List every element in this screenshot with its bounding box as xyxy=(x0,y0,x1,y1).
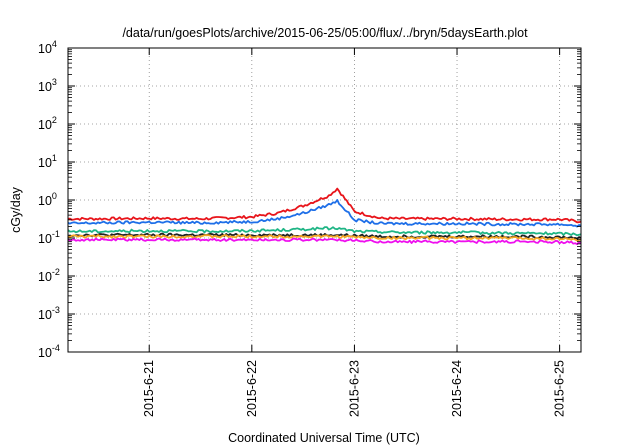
x-tick-labels: 2015-6-21 2015-6-22 2015-6-23 2015-6-24 2015… xyxy=(142,360,566,417)
series-line xyxy=(67,237,582,246)
grid xyxy=(68,48,581,352)
y-tick-exponent: -3 xyxy=(52,305,60,315)
y-tick-base: 10 xyxy=(38,156,52,170)
y-tick-base: 10 xyxy=(38,308,52,322)
x-tick-label: 2015-6-22 xyxy=(245,360,259,417)
y-tick-base: 10 xyxy=(38,42,52,56)
series-line xyxy=(67,232,582,240)
x-tick-label: 2015-6-25 xyxy=(553,360,567,417)
y-tick-exponent: 2 xyxy=(52,115,57,125)
y-tick-exponent: 1 xyxy=(52,153,57,163)
series-line xyxy=(67,226,582,237)
y-tick-exponent: -4 xyxy=(52,343,60,353)
y-tick-label: 102 xyxy=(38,115,57,132)
y-tick-label: 104 xyxy=(38,39,57,56)
y-tick-base: 10 xyxy=(38,270,52,284)
y-tick-base: 10 xyxy=(38,194,52,208)
y-tick-exponent: 4 xyxy=(52,39,57,49)
series-line xyxy=(67,199,582,228)
y-tick-label: 10-2 xyxy=(38,267,60,284)
y-tick-base: 10 xyxy=(38,232,52,246)
y-tick-exponent: -1 xyxy=(52,229,60,239)
x-tick-label: 2015-6-21 xyxy=(142,360,156,417)
series-group xyxy=(67,187,582,246)
series-line xyxy=(67,234,582,242)
y-tick-label: 10-1 xyxy=(38,229,60,246)
y-axis-label: cGy/day xyxy=(9,186,23,233)
y-tick-label: 103 xyxy=(38,77,57,94)
chart-title: /data/run/goesPlots/archive/2015-06-25/0… xyxy=(122,26,528,40)
y-tick-label: 100 xyxy=(38,191,57,208)
x-tick-label: 2015-6-23 xyxy=(347,360,361,417)
y-tick-base: 10 xyxy=(38,80,52,94)
y-tick-exponent: 3 xyxy=(52,77,57,87)
y-tick-exponent: 0 xyxy=(52,191,57,201)
y-tick-exponent: -2 xyxy=(52,267,60,277)
x-axis-label: Coordinated Universal Time (UTC) xyxy=(228,431,420,445)
series-line xyxy=(67,187,582,224)
x-tick-label: 2015-6-24 xyxy=(450,360,464,417)
y-tick-label: 10-4 xyxy=(38,343,60,360)
y-tick-base: 10 xyxy=(38,346,52,360)
axis-ticks xyxy=(68,47,581,353)
y-tick-label: 101 xyxy=(38,153,57,170)
y-tick-label: 10-3 xyxy=(38,305,60,322)
y-tick-base: 10 xyxy=(38,118,52,132)
